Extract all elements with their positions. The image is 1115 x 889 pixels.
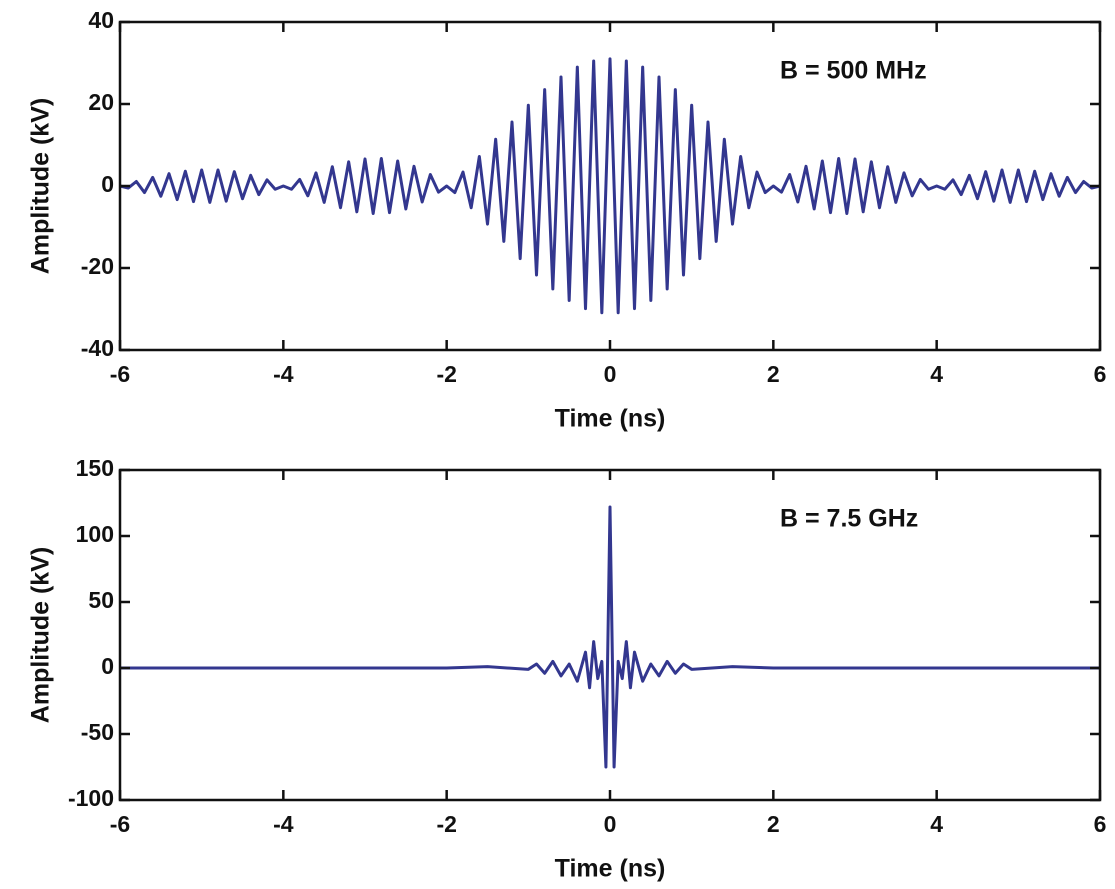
x-tick-label: 0 (604, 361, 617, 387)
x-axis-label: Time (ns) (555, 405, 666, 433)
annotation: B = 7.5 GHz (780, 505, 918, 533)
x-tick-label: 6 (1094, 361, 1107, 387)
x-tick-label: -6 (110, 361, 130, 387)
y-tick-label: -50 (81, 719, 114, 745)
x-axis-label: Time (ns) (555, 855, 666, 883)
y-axis-label: Amplitude (kV) (27, 547, 55, 723)
x-tick-label: -2 (436, 811, 456, 837)
x-tick-label: -6 (110, 811, 130, 837)
x-tick-label: 2 (767, 811, 780, 837)
y-tick-label: 100 (76, 521, 114, 547)
y-tick-label: -40 (81, 335, 114, 361)
y-tick-label: -20 (81, 253, 114, 279)
x-tick-label: -4 (273, 361, 294, 387)
x-tick-label: -2 (436, 361, 456, 387)
y-tick-label: 150 (76, 455, 114, 481)
y-tick-label: 40 (88, 7, 114, 33)
signal-line (120, 505, 1100, 769)
x-tick-label: 0 (604, 811, 617, 837)
y-tick-label: 0 (101, 171, 114, 197)
x-tick-label: 4 (930, 811, 943, 837)
y-tick-label: 0 (101, 653, 114, 679)
y-axis-label: Amplitude (kV) (27, 98, 55, 274)
x-tick-label: 6 (1094, 811, 1107, 837)
x-tick-label: 4 (930, 361, 943, 387)
x-tick-label: -4 (273, 811, 294, 837)
annotation: B = 500 MHz (780, 57, 927, 85)
signal-line (119, 57, 1101, 315)
y-tick-label: 20 (88, 89, 114, 115)
y-tick-label: -100 (68, 785, 114, 811)
x-tick-label: 2 (767, 361, 780, 387)
y-tick-label: 50 (88, 587, 114, 613)
